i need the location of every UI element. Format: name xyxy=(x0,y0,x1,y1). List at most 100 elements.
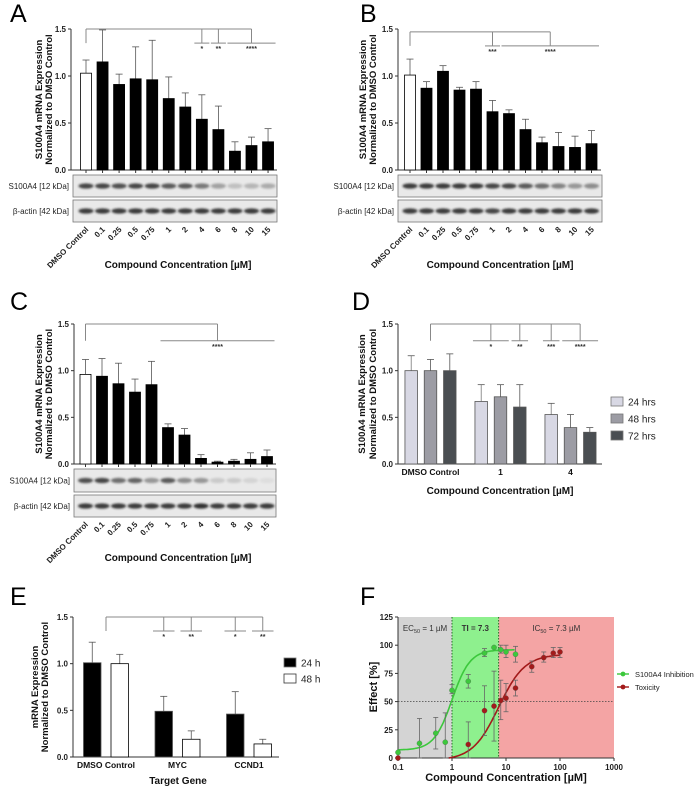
x-tick-label: 4 xyxy=(196,520,206,530)
bar xyxy=(404,74,416,171)
y-tick-label: 50 xyxy=(384,698,393,707)
bar xyxy=(404,370,418,465)
x-tick-label: 1 xyxy=(487,225,497,235)
x-tick-label: 0.1 xyxy=(417,225,432,240)
region-label-text: = 1 µM xyxy=(420,624,447,633)
x-tick-label: 0.5 xyxy=(450,225,465,240)
x-tick-label: 1 xyxy=(163,520,173,530)
significance-stars: **** xyxy=(212,344,223,351)
bar xyxy=(129,78,142,171)
bar xyxy=(96,375,108,465)
y-tick-label: 0.0 xyxy=(382,166,394,175)
data-point xyxy=(465,678,472,685)
significance-stars: *** xyxy=(488,49,496,56)
blot-band xyxy=(435,183,451,189)
data-point xyxy=(550,650,557,656)
legend-swatch xyxy=(610,413,624,424)
panel-letter: F xyxy=(360,583,375,611)
y-axis-label: S100A4 mRNA Expression xyxy=(34,334,45,454)
y-axis-label: Normalized to DMSO Control xyxy=(44,34,55,164)
panel-b: B 0.0 0.5 1.0 1.5 S100A4 mRNA Expression Norma… xyxy=(334,0,603,271)
blot-band xyxy=(177,208,193,214)
blot-band xyxy=(452,183,467,189)
blot-band xyxy=(210,183,226,189)
bar xyxy=(443,370,457,465)
panel-letter: A xyxy=(10,0,27,28)
legend-label: 24 hrs xyxy=(628,398,656,409)
bar xyxy=(245,145,258,171)
x-tick-label: 2 xyxy=(179,520,189,530)
blot-band xyxy=(244,208,259,214)
bar xyxy=(195,457,207,465)
x-tick-label: DMSO Control xyxy=(45,520,90,565)
x-tick-label: 0.25 xyxy=(430,225,448,243)
data-point xyxy=(395,749,401,756)
bar xyxy=(182,738,201,758)
x-tick-label: 6 xyxy=(213,225,223,235)
bar xyxy=(179,106,192,171)
y-tick-label: 75 xyxy=(384,669,393,678)
y-axis-label: Effect [%] xyxy=(368,661,380,712)
y-tick-label: 1.0 xyxy=(58,367,70,376)
blot-band xyxy=(419,208,434,214)
bar xyxy=(486,111,499,171)
blot-band xyxy=(567,208,583,214)
legend-swatch xyxy=(610,430,624,441)
x-tick-label: 0.1 xyxy=(93,225,108,240)
significance-stars: *** xyxy=(547,344,555,351)
blot-band xyxy=(260,183,276,189)
x-tick-label: 15 xyxy=(260,225,273,238)
blot-band xyxy=(243,477,258,484)
blot-band xyxy=(144,183,160,189)
legend-label: Toxicity xyxy=(635,683,660,692)
data-point xyxy=(529,663,535,670)
bar xyxy=(552,146,565,171)
y-tick-label: 1.0 xyxy=(55,72,67,81)
significance-brackets: * ** *** **** xyxy=(430,323,599,351)
blot-band xyxy=(78,477,93,484)
bar xyxy=(420,87,433,171)
data-point xyxy=(512,651,519,657)
blot-band xyxy=(210,208,226,214)
blot-band xyxy=(95,183,111,189)
blot-band xyxy=(419,183,434,189)
y-tick-label: 1.5 xyxy=(57,613,69,622)
y-tick-label: 0.0 xyxy=(57,753,69,762)
blot-band xyxy=(260,208,276,214)
bar xyxy=(228,460,240,465)
significance-brackets: ******* xyxy=(85,28,276,53)
region-label-text: = 7.3 µM xyxy=(547,624,581,633)
bar xyxy=(211,461,224,465)
bar xyxy=(261,456,273,465)
bar xyxy=(96,61,109,171)
x-axis-label: Compound Concentration [µM] xyxy=(427,260,574,271)
legend: 24 h 48 h xyxy=(283,657,320,686)
panel-letter: D xyxy=(352,288,370,316)
y-axis-label: mRNA Expression xyxy=(30,646,41,729)
blot-band xyxy=(226,477,242,484)
region-label-text: IC xyxy=(532,624,540,633)
blot-label: S100A4 [12 kDa] xyxy=(9,182,69,191)
legend-label: 48 h xyxy=(301,675,320,686)
significance-brackets: ******* xyxy=(409,31,599,56)
significance-stars: * xyxy=(162,634,165,641)
blot-band xyxy=(259,503,275,509)
western-blot: S100A4 [12 kDa] xyxy=(9,174,278,198)
bar xyxy=(154,710,173,758)
y-axis-label: Normalized to DMSO Control xyxy=(368,34,379,164)
legend: 24 hrs 48 hrs 72 hrs xyxy=(610,396,656,443)
legend-label: 72 hrs xyxy=(628,432,656,443)
bar xyxy=(162,98,175,171)
bar xyxy=(229,150,241,171)
data-point xyxy=(557,649,563,655)
x-tick-label: 0.75 xyxy=(463,225,481,243)
x-tick-label: 0.25 xyxy=(106,520,124,538)
bar xyxy=(79,373,92,465)
y-axis-label: S100A4 mRNA Expression xyxy=(34,40,45,160)
x-tick-label: 6 xyxy=(537,225,547,235)
panel-e: E 0.0 0.5 1.0 1.5 mRNA Expression Normalized t… xyxy=(10,583,320,787)
blot-band xyxy=(210,477,225,484)
region-label: TI = 7.3 xyxy=(462,624,490,633)
bar xyxy=(470,88,482,171)
blot-band xyxy=(127,503,143,509)
